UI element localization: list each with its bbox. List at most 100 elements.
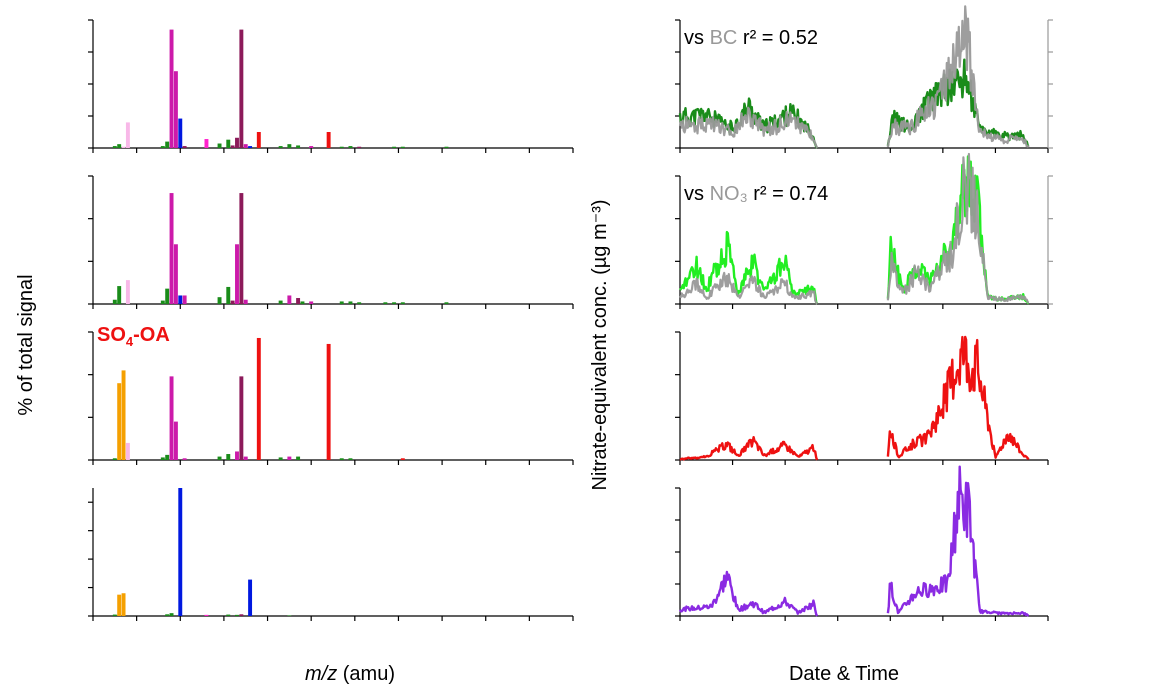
ms-bar [173, 244, 178, 304]
ms-bar [400, 458, 405, 460]
ms-bar [165, 614, 170, 616]
ms-bar [117, 383, 122, 460]
ms-bar [112, 299, 117, 304]
ms-bar [300, 301, 305, 304]
ms-panel-ina [88, 488, 574, 621]
ms-bar [256, 132, 261, 148]
ms-bar [339, 458, 344, 460]
ms-bar [348, 146, 353, 148]
ms-bar [160, 300, 165, 304]
ms-bar [235, 244, 239, 304]
ms-bar [165, 288, 170, 304]
ms-bar [117, 144, 122, 148]
ms-bar [112, 614, 117, 616]
ms-bar [182, 458, 187, 460]
ms-bar [287, 295, 292, 304]
ts-tracer-line [679, 152, 1030, 305]
ms-bar [392, 302, 397, 304]
ms-panel-lo-ooa [88, 175, 574, 309]
ms-bar [239, 29, 244, 149]
ts-y-axis-label: Nitrate-equivalent conc. (µg m⁻³) [589, 199, 611, 490]
ms-y-axis-label: % of total signal [15, 274, 37, 415]
ms-bar [217, 297, 222, 304]
mass-spectra-panels: SO4-OA [88, 19, 574, 621]
ms-bar [235, 137, 239, 148]
ms-x-axis-label: m/z (amu) [305, 663, 395, 685]
ts-panel-so4-oa [675, 331, 1049, 465]
ms-bar [169, 376, 174, 460]
ms-bar [226, 614, 231, 616]
ms-bar [182, 146, 187, 148]
ms-bar [204, 614, 209, 616]
ms-bar [226, 286, 231, 304]
ms-bar [278, 146, 283, 148]
ms-panel-so4-oa: SO4-OA [88, 324, 574, 465]
ms-bar [444, 302, 449, 304]
ms-bar [226, 139, 231, 148]
ms-bar [125, 122, 130, 148]
ms-bar [173, 421, 178, 460]
ms-bar [239, 193, 244, 304]
ts-x-axis-label: Date & Time [789, 663, 899, 685]
ms-bar [182, 295, 187, 304]
ms-bar [165, 454, 170, 460]
ms-bar [125, 442, 130, 460]
ms-bar [287, 456, 292, 460]
ms-bar [121, 593, 126, 616]
ms-bar [178, 488, 183, 616]
ms-bar [243, 456, 248, 460]
ts-factor-line [679, 335, 1030, 461]
ms-bar [309, 301, 314, 304]
ms-bar [178, 118, 183, 148]
ts-panel-ina [675, 465, 1049, 621]
ms-bar [444, 146, 449, 148]
ms-bar [230, 300, 235, 304]
ms-bar [339, 301, 344, 304]
ms-bar [243, 144, 248, 148]
ms-bar [392, 146, 397, 148]
ts-panel-lo-ooa: vs NO₃ r² = 0.74 [675, 152, 1053, 309]
ms-bar [400, 302, 405, 304]
ms-bar [117, 594, 122, 616]
ms-bar [160, 146, 165, 148]
correlation-annotation: vs NO₃ r² = 0.74 [684, 183, 828, 205]
ms-bar [256, 337, 261, 460]
ms-bar [278, 457, 283, 460]
time-series-panels: vs BC r² = 0.52 vs NO₃ r² = 0.74 [675, 5, 1053, 621]
ms-bar [217, 456, 222, 460]
ts-tracer-line [678, 5, 1030, 149]
ms-bar [296, 456, 301, 460]
ms-bar [400, 146, 405, 148]
ms-bar [169, 613, 174, 616]
ms-bar [239, 376, 244, 460]
ms-panel-mo-ooa [88, 19, 574, 153]
ms-bar [278, 300, 283, 304]
ms-bar [239, 614, 244, 616]
ts-factor-line [678, 465, 1030, 617]
ms-bar [296, 145, 301, 148]
ms-bar [248, 146, 253, 148]
ms-bar [230, 145, 235, 148]
ms-bar [226, 454, 231, 460]
ms-bar [121, 146, 126, 148]
ms-bar [235, 451, 239, 460]
ms-bar [287, 615, 292, 616]
ms-bar [169, 29, 174, 149]
ms-bar [348, 301, 353, 304]
ms-bar [326, 132, 331, 148]
ts-panel-mo-ooa: vs BC r² = 0.52 [675, 5, 1053, 153]
ms-bar [112, 146, 117, 148]
ms-bar [112, 458, 117, 460]
ms-bar [178, 295, 183, 304]
ms-bar [217, 143, 222, 148]
ms-bar [357, 146, 362, 148]
ms-bar [204, 139, 209, 148]
ms-bar [348, 458, 353, 460]
ms-bar [326, 343, 331, 460]
ms-bar [339, 146, 344, 148]
ms-bar [160, 457, 165, 460]
ms-bar [296, 298, 301, 304]
ms-bar [287, 144, 292, 148]
ms-bar [121, 370, 126, 460]
